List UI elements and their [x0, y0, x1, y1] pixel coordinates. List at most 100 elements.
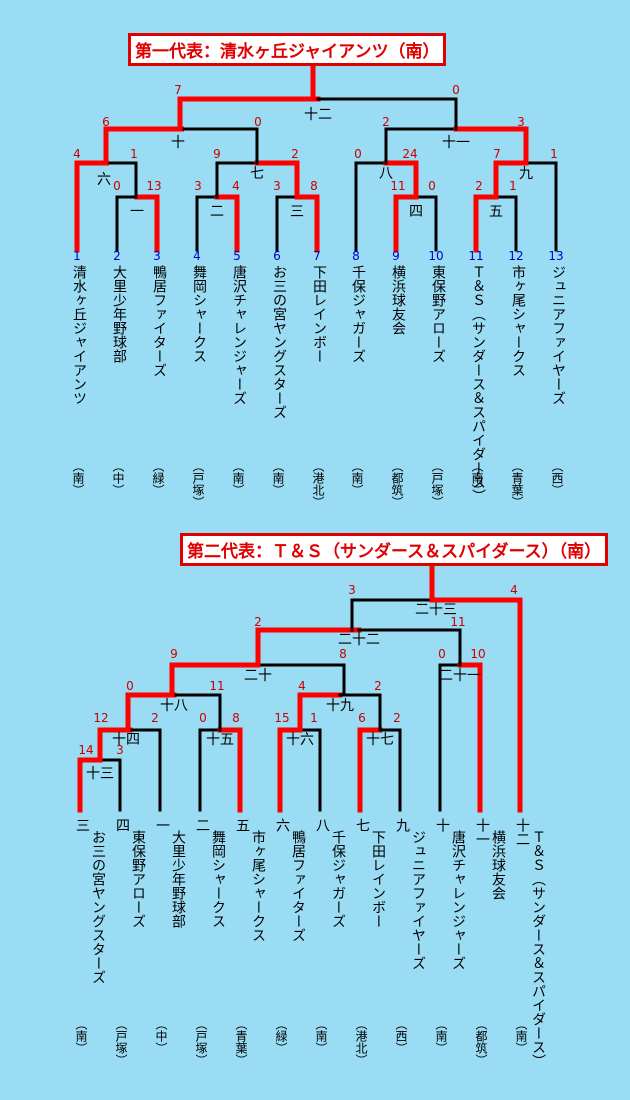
score-label: 0 [126, 679, 134, 693]
team-name: 舞岡シャークス [210, 830, 226, 928]
score-label: 8 [339, 647, 347, 661]
team-area: （青葉） [234, 1018, 248, 1066]
score-label: 0 [428, 179, 436, 193]
score-label: 8 [310, 179, 318, 193]
team-name: ジュニアファイヤーズ [410, 830, 426, 970]
score-label: 3 [517, 115, 525, 129]
team-name: 千保ジャガーズ [350, 265, 366, 363]
match-number: 十二 [304, 107, 332, 123]
score-label: 7 [493, 147, 501, 161]
seed-number: 10 [428, 249, 443, 263]
team-name: 市ヶ尾シャークス [250, 830, 266, 942]
seed-number: 6 [273, 249, 281, 263]
score-label: 15 [274, 711, 289, 725]
score-label: 1 [130, 147, 138, 161]
seed-number: 三 [74, 818, 90, 832]
score-label: 2 [374, 679, 382, 693]
team-area: （戸塚） [430, 460, 444, 508]
team-name: 鴨居ファイターズ [290, 830, 306, 942]
score-label: 2 [151, 711, 159, 725]
team-area: （港北） [311, 460, 325, 508]
match-number: 十六 [286, 732, 314, 748]
seed-number: 4 [193, 249, 201, 263]
team-area: （都筑） [390, 460, 404, 508]
score-label: 6 [358, 711, 366, 725]
match-number: 二十 [244, 668, 272, 684]
team-name: 市ヶ尾シャークス [510, 265, 526, 377]
team-area: （戸塚） [191, 460, 205, 508]
score-label: 1 [310, 711, 318, 725]
team-name: 下田レインボー [370, 830, 386, 928]
team-name: 唐沢チャレンジャーズ [231, 265, 247, 405]
match-number: 二十二 [338, 632, 380, 648]
bracket1-title: 第一代表：清水ヶ丘ジャイアンツ（南） [128, 33, 447, 66]
team-area: （南） [271, 460, 285, 496]
match-number: 十七 [366, 732, 394, 748]
team-name: 横浜球友会 [490, 830, 506, 900]
team-name: 横浜球友会 [390, 265, 406, 335]
seed-number: 11 [468, 249, 483, 263]
score-label: 2 [254, 615, 262, 629]
score-label: 0 [254, 115, 262, 129]
team-name: Ｔ＆Ｓ（サンダース＆スパイダース） [530, 830, 546, 1068]
score-label: 10 [470, 647, 485, 661]
team-name: 鴨居ファイターズ [151, 265, 167, 377]
score-label: 2 [382, 115, 390, 129]
team-area: （戸塚） [194, 1018, 208, 1066]
match-number: 十九 [326, 698, 354, 714]
team-name: 東保野アローズ [130, 830, 146, 928]
team-area: （南） [314, 1018, 328, 1054]
score-label: 1 [509, 179, 517, 193]
seed-number: 十一 [474, 818, 490, 846]
team-name: Ｔ＆Ｓ（サンダース＆スパイダース） [470, 265, 486, 503]
seed-number: 3 [153, 249, 161, 263]
score-label: 3 [348, 583, 356, 597]
match-number: 七 [250, 166, 264, 182]
match-number: 四 [409, 204, 423, 220]
score-label: 2 [475, 179, 483, 193]
team-area: （南） [231, 460, 245, 496]
team-area: （戸塚） [114, 1018, 128, 1066]
seed-number: 13 [548, 249, 563, 263]
score-label: 2 [291, 147, 299, 161]
seed-number: 九 [394, 818, 410, 832]
match-number: 十三 [86, 766, 114, 782]
seed-number: 七 [354, 818, 370, 832]
seed-number: 十 [434, 818, 450, 832]
score-label: 1 [550, 147, 558, 161]
team-name: お三の宮ヤングスターズ [271, 265, 287, 419]
team-area: （南） [71, 460, 85, 496]
team-area: （南） [514, 1018, 528, 1054]
seed-number: 八 [314, 818, 330, 832]
match-number: 二十一 [439, 668, 481, 684]
match-number: 六 [97, 172, 111, 188]
team-area: （港北） [354, 1018, 368, 1066]
score-label: 4 [73, 147, 81, 161]
team-name: 清水ヶ丘ジャイアンツ [71, 265, 87, 405]
score-label: 11 [209, 679, 224, 693]
score-label: 3 [116, 743, 124, 757]
score-label: 11 [450, 615, 465, 629]
score-label: 4 [232, 179, 240, 193]
score-label: 3 [273, 179, 281, 193]
seed-number: 12 [508, 249, 523, 263]
score-label: 12 [93, 711, 108, 725]
seed-number: 一 [154, 818, 170, 832]
match-number: 三 [290, 204, 304, 220]
score-label: 14 [78, 743, 93, 757]
seed-number: 六 [274, 818, 290, 832]
team-name: 大里少年野球部 [170, 830, 186, 928]
score-label: 2 [393, 711, 401, 725]
match-number: 一 [130, 204, 144, 220]
team-area: （青葉） [510, 460, 524, 508]
team-area: （西） [550, 460, 564, 496]
score-label: 11 [390, 179, 405, 193]
seed-number: 7 [313, 249, 321, 263]
seed-number: 十二 [514, 818, 530, 846]
seed-number: 8 [352, 249, 360, 263]
score-label: 9 [213, 147, 221, 161]
team-area: （南） [470, 460, 484, 496]
match-number: 二 [210, 204, 224, 220]
score-label: 3 [194, 179, 202, 193]
